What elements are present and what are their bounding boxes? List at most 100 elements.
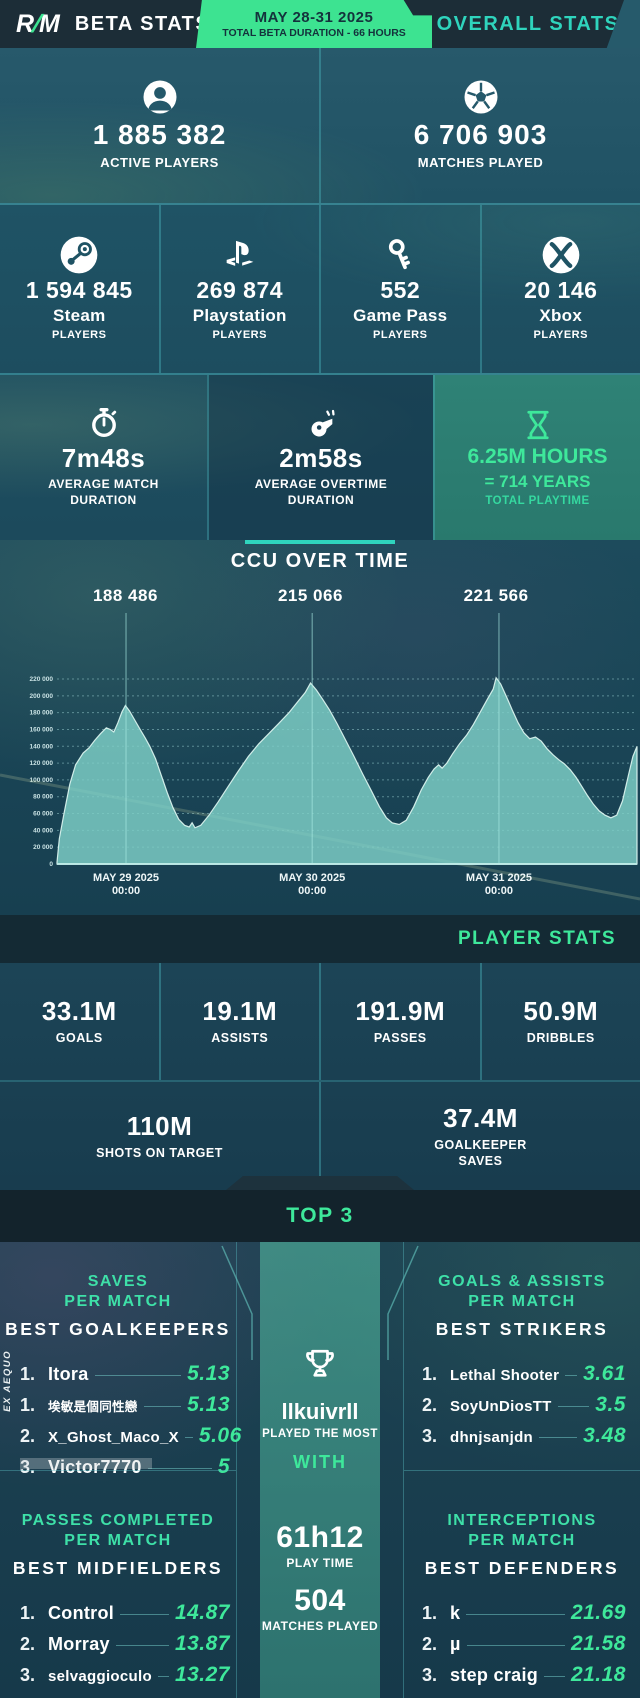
avg-overtime-card: 2m58s AVERAGE OVERTIME DURATION (207, 375, 433, 540)
durations-section: 7m48s AVERAGE MATCH DURATION 2m58s AVERA… (0, 375, 640, 540)
ex-aequo-label: EX AEQUO (2, 1350, 13, 1412)
soccer-ball-icon (464, 80, 497, 114)
svg-text:215 066: 215 066 (278, 586, 343, 605)
svg-text:120 000: 120 000 (30, 760, 54, 767)
leader-line (147, 1468, 212, 1469)
goals-value: 33.1M (41, 996, 117, 1027)
leader-line (466, 1614, 565, 1615)
svg-text:00:00: 00:00 (298, 885, 326, 897)
ccu-section: CCU OVER TIME 220 000 200 000 180 000 160 0… (0, 540, 640, 915)
total-playtime-years: = 714 YEARS (484, 472, 591, 491)
ccu-title: CCU OVER TIME (230, 550, 410, 572)
leader-line (565, 1375, 578, 1376)
avg-overtime-value: 2m58s (279, 443, 363, 474)
dribbles-label: DRIBBLES (526, 1031, 595, 1046)
steam-icon (60, 237, 98, 274)
date-badge: MAY 28-31 2025 TOTAL BETA DURATION - 66 … (196, 0, 432, 48)
platforms-section: 1 594 845 Steam PLAYERS 269 874 Playstat… (0, 205, 640, 375)
list-item: 1. Itora 5.13 (20, 1362, 230, 1385)
svg-text:180 000: 180 000 (30, 710, 54, 717)
dribbles-card: 50.9M DRIBBLES (479, 963, 640, 1080)
leader-line (557, 1406, 590, 1407)
goalkeepers-stat: SAVES PER MATCH (64, 1273, 172, 1310)
defenders-stat: INTERCEPTIONS PER MATCH (447, 1512, 597, 1549)
defenders-title: BEST DEFENDERS (424, 1558, 620, 1578)
game-pass-label: PLAYERS (373, 329, 428, 342)
total-playtime-card: 6.25M HOURS = 714 YEARS TOTAL PLAYTIME (433, 375, 640, 540)
list-item: 2. Morray 13.87 (20, 1632, 230, 1655)
saves-card: 37.4M GOALKEEPER SAVES (319, 1082, 640, 1190)
goalkeepers-block: SAVES PER MATCH BEST GOALKEEPERS EX AEQU… (0, 1242, 242, 1478)
playstation-card: 269 874 Playstation PLAYERS (158, 205, 320, 373)
trophy-icon (306, 1349, 334, 1377)
ccu-area-chart: 220 000 200 000 180 000 160 000 140 000 120 0… (0, 586, 640, 901)
left-column: SAVES PER MATCH BEST GOALKEEPERS EX AEQU… (0, 1242, 242, 1698)
steam-value: 1 594 845 (25, 277, 133, 304)
list-item: 2. µ 21.58 (422, 1632, 626, 1655)
leader-line (539, 1437, 578, 1438)
shots-label: SHOTS ON TARGET (96, 1145, 223, 1160)
top3-title: TOP 3 (286, 1204, 354, 1227)
playstation-name: Playstation (192, 306, 287, 326)
leader-line (466, 1645, 565, 1646)
overall-stats-title: OVERALL STATS (432, 0, 624, 48)
avg-match-value: 7m48s (61, 443, 146, 474)
xbox-label: PLAYERS (533, 329, 588, 342)
list-item: 3. selvaggioculo 13.27 (20, 1663, 230, 1686)
right-column: GOALS & ASSISTS PER MATCH BEST STRIKERS … (403, 1242, 640, 1698)
list-item: 3. dhnjsanjdn 3.48 (422, 1424, 626, 1447)
goals-card: 33.1M GOALS (0, 963, 159, 1080)
svg-text:00:00: 00:00 (485, 885, 513, 897)
list-item: 1. Control 14.87 (20, 1601, 230, 1624)
svg-text:MAY 31 2025: MAY 31 2025 (466, 872, 532, 884)
active-players-value: 1 885 382 (92, 119, 227, 151)
top3-header-band: TOP 3 (0, 1176, 640, 1242)
mvp-playtime-value: 61h12 (276, 1521, 364, 1554)
svg-text:221 566: 221 566 (464, 586, 529, 605)
saves-value: 37.4M (443, 1102, 518, 1133)
trophy-wrap (300, 1346, 340, 1387)
total-playtime-hours: 6.25M HOURS (467, 445, 608, 468)
svg-text:220 000: 220 000 (30, 676, 54, 683)
list-item: 1. k 21.69 (422, 1601, 626, 1624)
list-item: 2. X_Ghost_Maco_X 5.06 (20, 1424, 242, 1447)
xbox-name: Xbox (539, 306, 583, 326)
mvp-subtitle: PLAYED THE MOST (262, 1428, 378, 1440)
player-stats-header: PLAYER STATS (0, 915, 640, 963)
active-players-card: 1 885 382 ACTIVE PLAYERS (0, 48, 319, 203)
ccu-accent-bar (245, 540, 395, 544)
mvp-with-label: WITH (293, 1452, 347, 1472)
midfielders-title: BEST MIDFIELDERS (12, 1558, 224, 1578)
background-light-bar (20, 1458, 152, 1469)
svg-text:40 000: 40 000 (33, 827, 53, 834)
top3-section: SAVES PER MATCH BEST GOALKEEPERS EX AEQU… (0, 1242, 640, 1698)
svg-text:0: 0 (49, 861, 53, 868)
header: R/M BETA STATS MAY 28-31 2025 TOTAL BETA… (0, 0, 640, 48)
svg-text:160 000: 160 000 (30, 726, 54, 733)
avg-overtime-label: AVERAGE OVERTIME DURATION (254, 477, 388, 507)
playstation-value: 269 874 (196, 277, 284, 304)
page-title: BETA STATS (74, 12, 211, 35)
svg-text:200 000: 200 000 (30, 693, 54, 700)
midfielders-list: 1. Control 14.87 2. Morray 13.87 3. selv… (0, 1601, 236, 1687)
mvp-matches-value: 504 (294, 1584, 346, 1617)
player-stats-row2: 110M SHOTS ON TARGET 37.4M GOALKEEPER SA… (0, 1080, 640, 1190)
strikers-title: BEST STRIKERS (435, 1319, 609, 1339)
shots-card: 110M SHOTS ON TARGET (0, 1082, 319, 1190)
player-icon (143, 80, 176, 114)
svg-text:188 486: 188 486 (93, 586, 158, 605)
player-stats-row1: 33.1M GOALS 19.1M ASSISTS 191.9M PASSES … (0, 963, 640, 1080)
goalkeepers-title: BEST GOALKEEPERS (5, 1319, 231, 1339)
matches-played-label: MATCHES PLAYED (417, 155, 544, 171)
midfielders-stat: PASSES COMPLETED PER MATCH (21, 1512, 215, 1549)
strikers-block: GOALS & ASSISTS PER MATCH BEST STRIKERS … (404, 1242, 640, 1470)
mvp-name: llkuivrll (281, 1399, 359, 1424)
steam-label: PLAYERS (52, 329, 107, 342)
list-item: 1. Lethal Shooter 3.61 (422, 1362, 626, 1385)
svg-text:80 000: 80 000 (33, 794, 53, 801)
dribbles-value: 50.9M (523, 996, 599, 1027)
defenders-list: 1. k 21.69 2. µ 21.58 3. step craig (404, 1601, 640, 1687)
list-item: 2. SoyUnDiosTT 3.5 (422, 1393, 626, 1416)
whistle-icon (311, 410, 335, 437)
leader-line (143, 1406, 182, 1407)
